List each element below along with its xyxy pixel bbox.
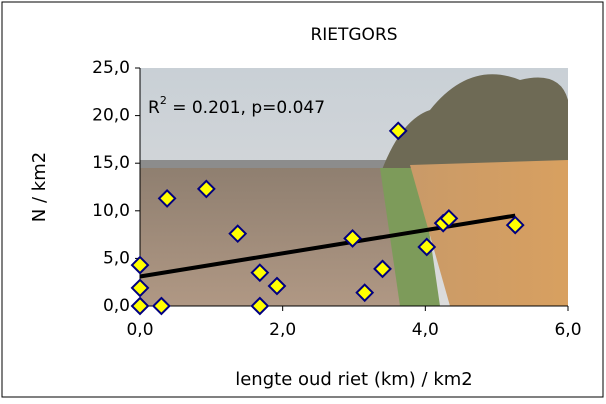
x-tick-label: 0,0 (126, 320, 153, 340)
y-tick-label: 10,0 (92, 201, 130, 221)
x-axis-label: lengte oud riet (km) / km2 (235, 369, 473, 390)
annotation-sup: 2 (160, 94, 167, 107)
chart-title: RIETGORS (310, 25, 397, 45)
y-tick-label: 0,0 (103, 296, 130, 316)
y-tick-label: 5,0 (103, 248, 130, 268)
annotation-rest: = 0.201, p=0.047 (167, 98, 325, 118)
y-tick-label: 25,0 (92, 58, 130, 78)
annotation: R2 = 0.201, p=0.047 (148, 94, 325, 118)
y-axis-label: N / km2 (29, 152, 50, 222)
y-tick-label: 15,0 (92, 153, 130, 173)
x-tick-label: 2,0 (269, 320, 296, 340)
chart: RIETGORS N / km2 lengte oud riet (km) / … (0, 0, 606, 400)
y-tick-label: 20,0 (92, 106, 130, 126)
x-tick-label: 4,0 (412, 320, 439, 340)
annotation-base: R (148, 98, 160, 118)
x-tick-label: 6,0 (554, 320, 581, 340)
